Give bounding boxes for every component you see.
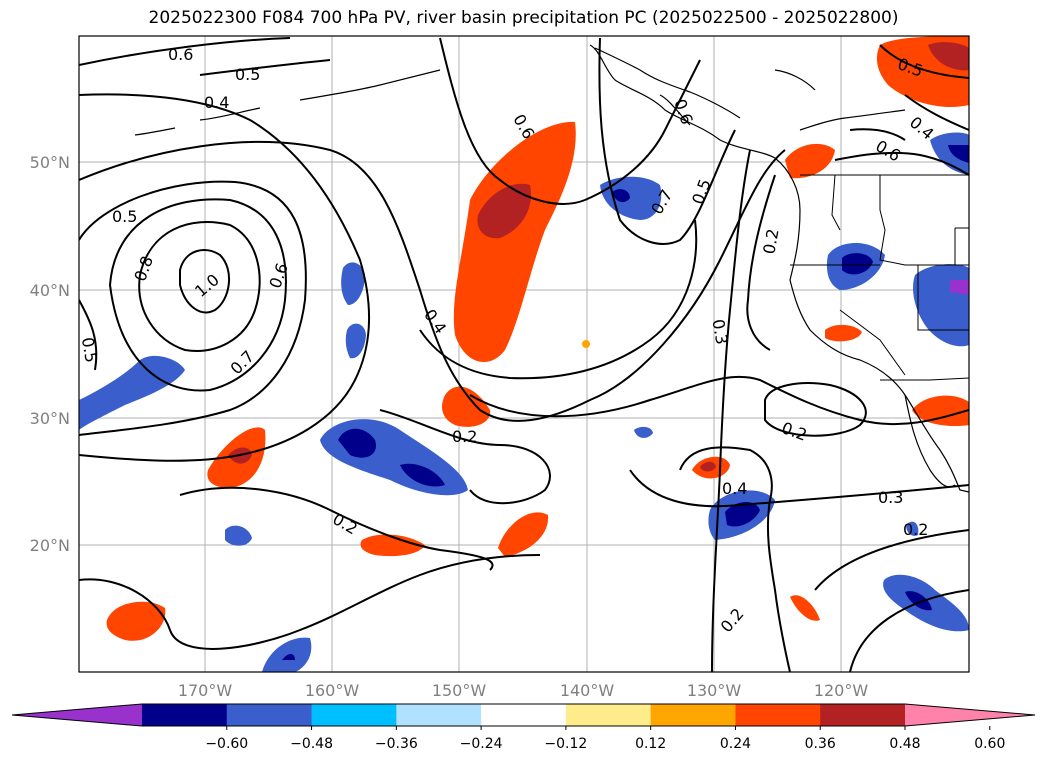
negative-anomaly-region [79,355,185,430]
lat-tick-label: 50°N [30,153,70,172]
colorbar-segment [142,704,228,726]
colorbar-tick-label: −0.36 [375,736,418,752]
contour-label: 0.3 [878,488,903,507]
colorbar-extend-min [12,704,142,726]
precipitation-shading [79,36,969,672]
colorbar-segment [565,704,652,726]
colorbar-segment [396,704,482,726]
coastlines [134,44,969,493]
colorbar-segment [650,704,736,726]
colorbar-tick-label: 0.24 [720,736,751,752]
contour-label: 0.2 [759,227,782,255]
contour-labels: 0.6 0.5 0.4 0.5 0.8 1.0 0.6 0.5 0.7 0.6 … [78,45,938,636]
lat-tick-label: 40°N [30,281,70,300]
positive-anomaly-region [825,324,862,342]
colorbar-segment [481,704,567,726]
colorbar-segment [820,704,906,726]
colorbar-segment [226,704,313,726]
colorbar-segment [735,704,821,726]
contour-label: 0.2 [903,520,928,539]
negative-anomaly-region [345,323,366,359]
map-title: 2025022300 F084 700 hPa PV, river basin … [148,8,899,28]
contour-label: 0.4 [722,479,747,498]
negative-anomaly-region [341,262,365,305]
contour-label: 0.6 [168,45,193,64]
lat-tick-label: 20°N [30,536,70,555]
positive-anomaly-region [360,534,425,557]
lon-tick-label: 120°W [814,681,869,700]
positive-anomaly-region [453,121,576,362]
colorbar-extend-max [905,704,1035,726]
lat-tick-label: 30°N [30,409,70,428]
contour-label: 0.4 [204,93,229,112]
lon-tick-label: 140°W [560,681,615,700]
latitude-labels: 50°N 40°N 30°N 20°N [30,153,70,555]
map-frame [78,35,970,673]
colorbar-tick-label: 0.48 [889,736,920,752]
positive-anomaly-region [790,595,820,621]
negative-anomaly-region [930,132,969,175]
lon-tick-label: 160°W [305,681,360,700]
colorbar-tick-label: −0.12 [544,736,587,752]
colorbar-tick-label: 0.36 [805,736,836,752]
colorbar-tick-label: −0.60 [205,736,248,752]
positive-anomaly-region [442,386,491,427]
lon-tick-label: 130°W [687,681,742,700]
positive-anomaly-region [912,395,969,427]
negative-anomaly-region [225,525,252,546]
colorbar-outline [11,703,1036,727]
positive-anomaly-region [498,512,549,557]
lon-tick-label: 150°W [432,681,487,700]
pv-contours [79,37,969,672]
lon-tick-label: 170°W [178,681,233,700]
colorbar-tick-label: 0.12 [635,736,666,752]
contour-label: 0.5 [235,65,260,84]
contour-label: 0.2 [452,427,477,446]
negative-anomaly-region [600,176,662,220]
negative-anomaly-region [634,426,653,438]
colorbar-segment [311,704,397,726]
colorbar-tick-label: −0.48 [290,736,333,752]
negative-anomaly-region [906,521,919,536]
country-borders [790,174,969,381]
positive-anomaly-region [785,143,835,179]
colorbar-tick-label: −0.24 [460,736,503,752]
colorbar: −0.60 −0.48 −0.36 −0.24 −0.12 0.12 0.24 0.36 0.4… [11,703,1036,752]
longitude-labels: 170°W 160°W 150°W 140°W 130°W 120°W [178,681,869,700]
negative-anomaly-region [262,637,312,672]
contour-label: 0.3 [708,318,731,346]
positive-anomaly-region [106,601,166,641]
contour-label: 0.5 [78,336,101,364]
contour-label: 0.5 [112,207,137,226]
colorbar-tick-label: 0.60 [974,736,1005,752]
